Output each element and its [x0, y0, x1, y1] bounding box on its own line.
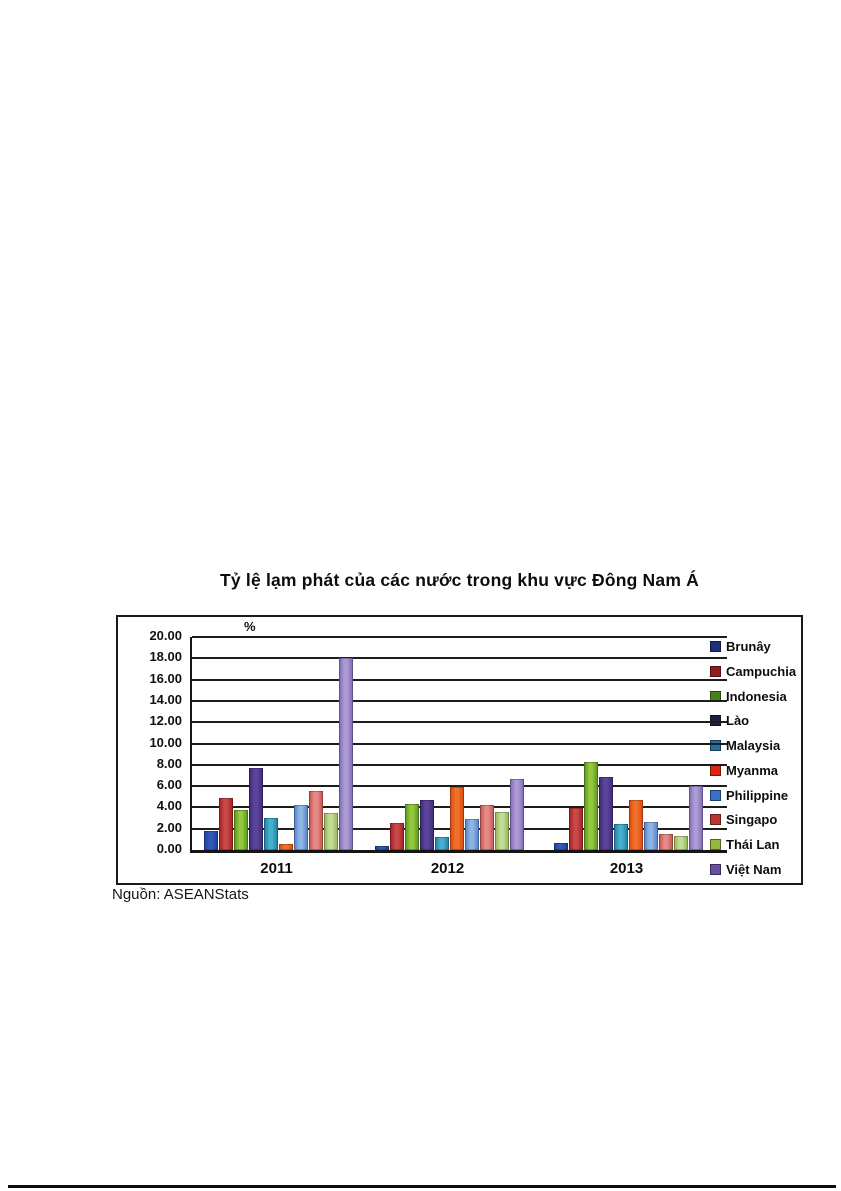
y-tick-label-2: 2.00 [156, 819, 182, 835]
bar-viet-nam-2011 [339, 658, 353, 850]
bar-indonesia-2013 [584, 761, 598, 850]
bar-philippine-2011 [294, 805, 308, 850]
legend-label: Việt Nam [726, 861, 782, 877]
bar-group-2013 [554, 637, 703, 850]
bar-campuchia-2012 [390, 823, 404, 850]
legend-swatch-icon [710, 641, 721, 652]
bar-viet-nam-2012 [510, 778, 524, 850]
bar-thai-lan-2011 [324, 812, 338, 850]
legend-item-viet-nam: Việt Nam [710, 862, 802, 877]
legend-label: Myanma [726, 762, 779, 778]
bar-indonesia-2011 [234, 809, 248, 850]
gridline-10 [192, 742, 727, 745]
chart-legend: Brunây Campuchia Indonesia Lào Malaysia Myanm… [710, 639, 802, 877]
bar-indonesia-2012 [405, 804, 419, 850]
y-tick-label-6: 6.00 [156, 777, 182, 793]
gridline-12 [192, 721, 727, 724]
y-axis-unit-label: % [244, 619, 256, 634]
legend-swatch-icon [710, 814, 721, 826]
bar-myanma-2011 [279, 843, 293, 850]
y-tick-label-8: 8.00 [156, 755, 182, 771]
legend-item-philippine: Philippine [710, 788, 802, 803]
bar-malaysia-2013 [614, 824, 628, 850]
bar-malaysia-2011 [264, 818, 278, 850]
chart-title: Tỷ lệ lạm phát của các nước trong khu vự… [220, 570, 699, 590]
bar-philippine-2012 [465, 819, 479, 850]
gridline-20 [192, 636, 727, 638]
bar-philippine-2013 [644, 822, 658, 850]
gridline-6 [192, 785, 727, 788]
legend-item-thai-lan: Thái Lan [710, 837, 802, 852]
bar-singapo-2012 [480, 805, 494, 850]
y-tick-label-4: 4.00 [156, 798, 182, 814]
legend-item-brunay: Brunây [710, 639, 802, 654]
source-note: Nguồn: ASEANStats [112, 886, 249, 903]
bar-lao-2012 [420, 799, 434, 850]
legend-item-malaysia: Malaysia [710, 738, 802, 753]
legend-label: Lào [726, 713, 750, 729]
x-axis-label-2013: 2013 [609, 860, 644, 877]
legend-label: Malaysia [726, 738, 781, 754]
x-axis-label-2011: 2011 [260, 860, 293, 877]
legend-swatch-icon [710, 690, 721, 702]
bar-lao-2011 [249, 768, 263, 850]
bar-campuchia-2011 [219, 797, 233, 850]
bar-singapo-2011 [309, 791, 323, 850]
page-bottom-rule [8, 1185, 836, 1188]
bar-thai-lan-2012 [495, 811, 509, 850]
bar-thai-lan-2013 [674, 836, 688, 850]
bar-campuchia-2013 [569, 808, 583, 850]
y-tick-label-18: 18.00 [149, 649, 182, 665]
bar-myanma-2013 [629, 799, 643, 850]
legend-swatch-icon [710, 789, 721, 801]
bar-viet-nam-2013 [689, 786, 703, 850]
y-tick-label-12: 12.00 [149, 713, 182, 729]
y-tick-label-10: 10.00 [149, 734, 182, 750]
y-tick-label-20: 20.00 [149, 628, 182, 643]
legend-label: Indonesia [726, 688, 787, 704]
y-tick-label-16: 16.00 [149, 670, 182, 686]
legend-swatch-icon [710, 863, 721, 875]
bar-group-2011 [204, 637, 353, 850]
legend-swatch-icon [710, 715, 721, 727]
y-tick-label-14: 14.00 [149, 691, 182, 707]
legend-item-singapo: Singapo [710, 812, 802, 827]
bar-myanma-2012 [450, 787, 464, 850]
bar-lao-2013 [599, 776, 613, 850]
legend-label: Campuchia [726, 663, 797, 679]
legend-label: Brunây [726, 639, 771, 654]
gridline-18 [192, 657, 727, 660]
bar-group-2012 [375, 637, 524, 850]
legend-swatch-icon [710, 764, 721, 776]
gridline-16 [192, 678, 727, 681]
legend-item-campuchia: Campuchia [710, 664, 802, 679]
legend-swatch-icon [710, 740, 721, 752]
legend-label: Philippine [726, 787, 789, 803]
bar-singapo-2013 [659, 834, 673, 850]
plot-area [190, 636, 727, 853]
bar-brunay-2011 [204, 830, 218, 850]
gridline-14 [192, 699, 727, 702]
x-axis-label-2012: 2012 [430, 860, 465, 877]
bar-brunay-2013 [554, 842, 568, 850]
legend-swatch-icon [710, 665, 721, 677]
y-axis: 20.00 18.00 16.00 14.00 12.00 10.00 8.00 6.00 4.… [118, 617, 182, 883]
legend-item-lao: Lào [710, 713, 802, 728]
gridline-8 [192, 763, 727, 766]
legend-label: Singapo [726, 812, 778, 828]
legend-item-indonesia: Indonesia [710, 689, 802, 704]
legend-swatch-icon [710, 839, 721, 851]
legend-label: Thái Lan [726, 837, 780, 853]
bar-malaysia-2012 [435, 837, 449, 850]
legend-item-myanma: Myanma [710, 763, 802, 778]
y-tick-label-0: 0.00 [156, 841, 182, 856]
chart-frame: % 20.00 18.00 16.00 14.00 12.00 10.00 8.00 6.00… [116, 615, 803, 885]
bar-brunay-2012 [375, 845, 389, 850]
